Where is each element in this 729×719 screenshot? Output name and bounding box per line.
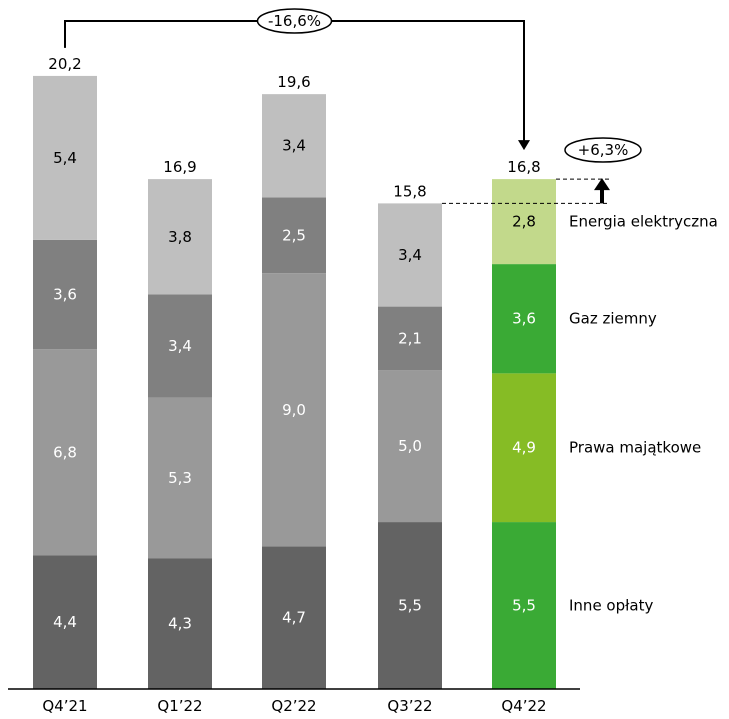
bar-segment	[262, 197, 326, 274]
legend-label: Inne opłaty	[569, 597, 653, 615]
segment-value-label: 3,8	[168, 228, 192, 246]
x-tick-label: Q2’22	[271, 697, 316, 715]
bar-segment	[378, 522, 442, 689]
bar-segment	[492, 179, 556, 265]
segment-value-label: 5,5	[512, 597, 536, 615]
segment-value-label: 2,1	[398, 329, 422, 347]
segment-value-label: 9,0	[282, 401, 306, 419]
bar-segment	[33, 349, 97, 556]
bar-segment	[33, 239, 97, 350]
segment-value-label: 3,4	[282, 137, 306, 155]
bar-segment	[33, 75, 97, 240]
segment-value-label: 5,0	[398, 437, 422, 455]
bar-segment	[492, 264, 556, 374]
bars-layer	[33, 75, 556, 689]
legend-label: Energia elektryczna	[569, 213, 718, 231]
segment-value-label: 2,8	[512, 213, 536, 231]
segment-value-label: 4,7	[282, 609, 306, 627]
yoy-change-badge	[256, 8, 333, 34]
bar-segment	[262, 546, 326, 689]
bar-segment	[378, 306, 442, 371]
x-tick-label: Q4’22	[501, 697, 546, 715]
bar-segment	[378, 203, 442, 307]
total-label: 16,8	[507, 158, 540, 176]
segment-value-label: 4,3	[168, 615, 192, 633]
total-label: 20,2	[48, 55, 81, 73]
total-label: 15,8	[393, 182, 426, 200]
segment-value-label: 5,4	[53, 149, 77, 167]
x-tick-label: Q1’22	[157, 697, 202, 715]
x-tick-label: Q4’21	[42, 697, 87, 715]
qoq-change-label: +6,3%	[578, 141, 629, 159]
yoy-change-label: -16,6%	[268, 12, 321, 30]
segment-value-label: 5,3	[168, 469, 192, 487]
bar-segment	[262, 273, 326, 547]
segment-value-label: 4,4	[53, 613, 77, 631]
bar-segment	[33, 555, 97, 689]
bar-segment	[148, 294, 212, 398]
total-label: 19,6	[277, 73, 310, 91]
bar-segment	[262, 94, 326, 198]
bar-segment	[492, 373, 556, 523]
qoq-arrowhead	[594, 178, 610, 191]
annotations-layer: -16,6% +6,3%	[64, 8, 642, 204]
segment-value-label: 3,6	[53, 285, 77, 303]
qoq-change-badge	[564, 137, 642, 163]
segment-value-label: 3,6	[512, 310, 536, 328]
bar-segment	[148, 179, 212, 295]
bar-segment	[492, 522, 556, 689]
segment-value-label: 2,5	[282, 226, 306, 244]
legend-label: Prawa majątkowe	[569, 439, 701, 457]
total-label: 16,9	[163, 158, 196, 176]
segment-value-label: 5,5	[398, 597, 422, 615]
segment-value-label: 6,8	[53, 443, 77, 461]
legend-label: Gaz ziemny	[569, 310, 657, 328]
segment-value-label: 4,9	[512, 439, 536, 457]
x-tick-label: Q3’22	[387, 697, 432, 715]
bar-segment	[148, 558, 212, 689]
bar-segment	[148, 397, 212, 559]
labels-layer: 4,4 6,8 3,6 5,4 20,2 Q4’21 4,3 5,3 3,4 3,8 16,9 Q1’…	[42, 55, 717, 715]
segment-value-label: 3,4	[168, 337, 192, 355]
segment-value-label: 3,4	[398, 246, 422, 264]
bar-segment	[378, 370, 442, 523]
